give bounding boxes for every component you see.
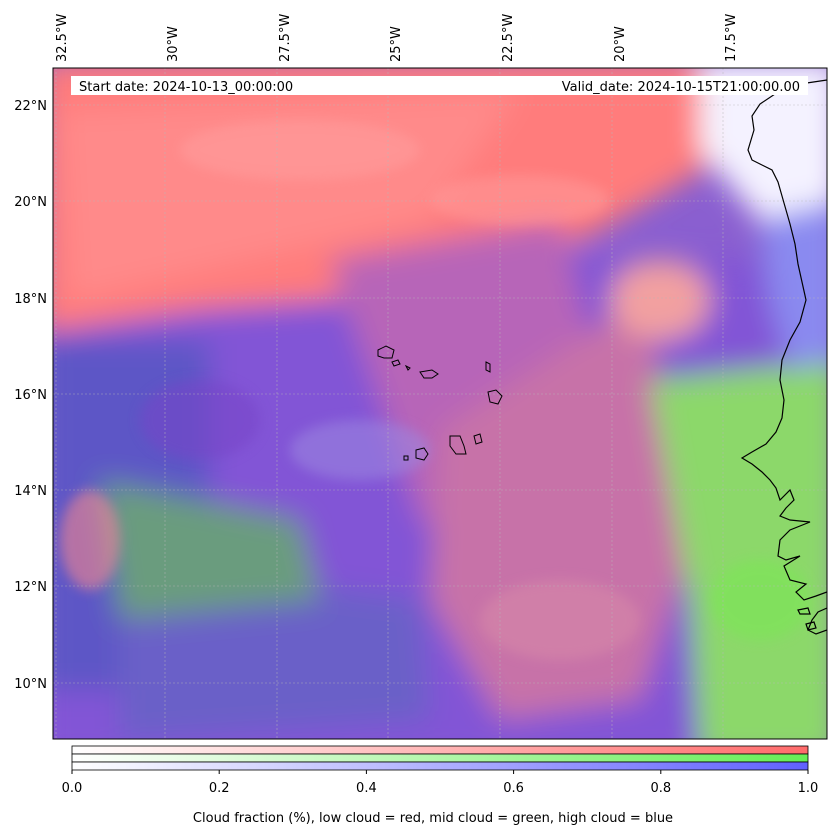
lat-label: 16°N	[14, 388, 47, 403]
lat-label: 20°N	[14, 195, 47, 210]
colorbar-tick-label: 1.0	[798, 781, 819, 796]
colorbar-ticks: 0.0 0.2 0.4 0.6 0.8 1.0	[62, 770, 819, 796]
date-info-box: Start date: 2024-10-13_00:00:00 Valid_da…	[71, 76, 808, 95]
latitude-labels: 22°N 20°N 18°N 16°N 14°N 12°N 10°N	[14, 99, 47, 692]
lon-label: 17.5°W	[724, 14, 739, 62]
map-panel	[53, 68, 827, 739]
coastline-bijagos-2	[805, 621, 817, 631]
lat-label: 22°N	[14, 99, 47, 114]
colorbar-tick-label: 0.2	[209, 781, 230, 796]
lat-label: 12°N	[14, 580, 47, 595]
date-info-background	[71, 76, 808, 95]
colorbar: 0.0 0.2 0.4 0.6 0.8 1.0 Cloud fraction (%), l…	[62, 745, 819, 826]
coastline-bijagos-1	[797, 607, 811, 615]
colorbar-high-cloud	[71, 761, 809, 771]
lat-label: 18°N	[14, 292, 47, 307]
colorbar-tick-label: 0.8	[650, 781, 671, 796]
colorbar-tick-label: 0.4	[356, 781, 377, 796]
lon-label: 32.5°W	[55, 14, 70, 62]
lat-label: 10°N	[14, 677, 47, 692]
lon-label: 30°W	[166, 26, 181, 62]
coastline-cape-verde-islands	[377, 345, 503, 461]
coastline-africa-south	[807, 607, 827, 635]
coastline	[377, 79, 827, 635]
colorbar-mid-cloud	[71, 753, 809, 763]
valid-date-label: Valid_date: 2024-10-15T21:00:00.00	[562, 80, 800, 95]
colorbar-tick-label: 0.6	[503, 781, 524, 796]
colorbar-tick-label: 0.0	[62, 781, 83, 796]
lon-label: 25°W	[389, 26, 404, 62]
colorbar-low-cloud	[71, 745, 809, 755]
lon-label: 27.5°W	[278, 14, 293, 62]
coastline-africa	[740, 79, 827, 601]
graticule	[53, 68, 827, 739]
lon-label: 22.5°W	[501, 14, 516, 62]
lon-label: 20°W	[613, 26, 628, 62]
cloud-field	[53, 68, 827, 739]
longitude-labels: 32.5°W 30°W 27.5°W 25°W 22.5°W 20°W 17.5…	[55, 14, 739, 62]
map-frame	[52, 67, 828, 740]
start-date-label: Start date: 2024-10-13_00:00:00	[79, 80, 293, 95]
lat-label: 14°N	[14, 484, 47, 499]
colorbar-label: Cloud fraction (%), low cloud = red, mid…	[193, 811, 673, 826]
